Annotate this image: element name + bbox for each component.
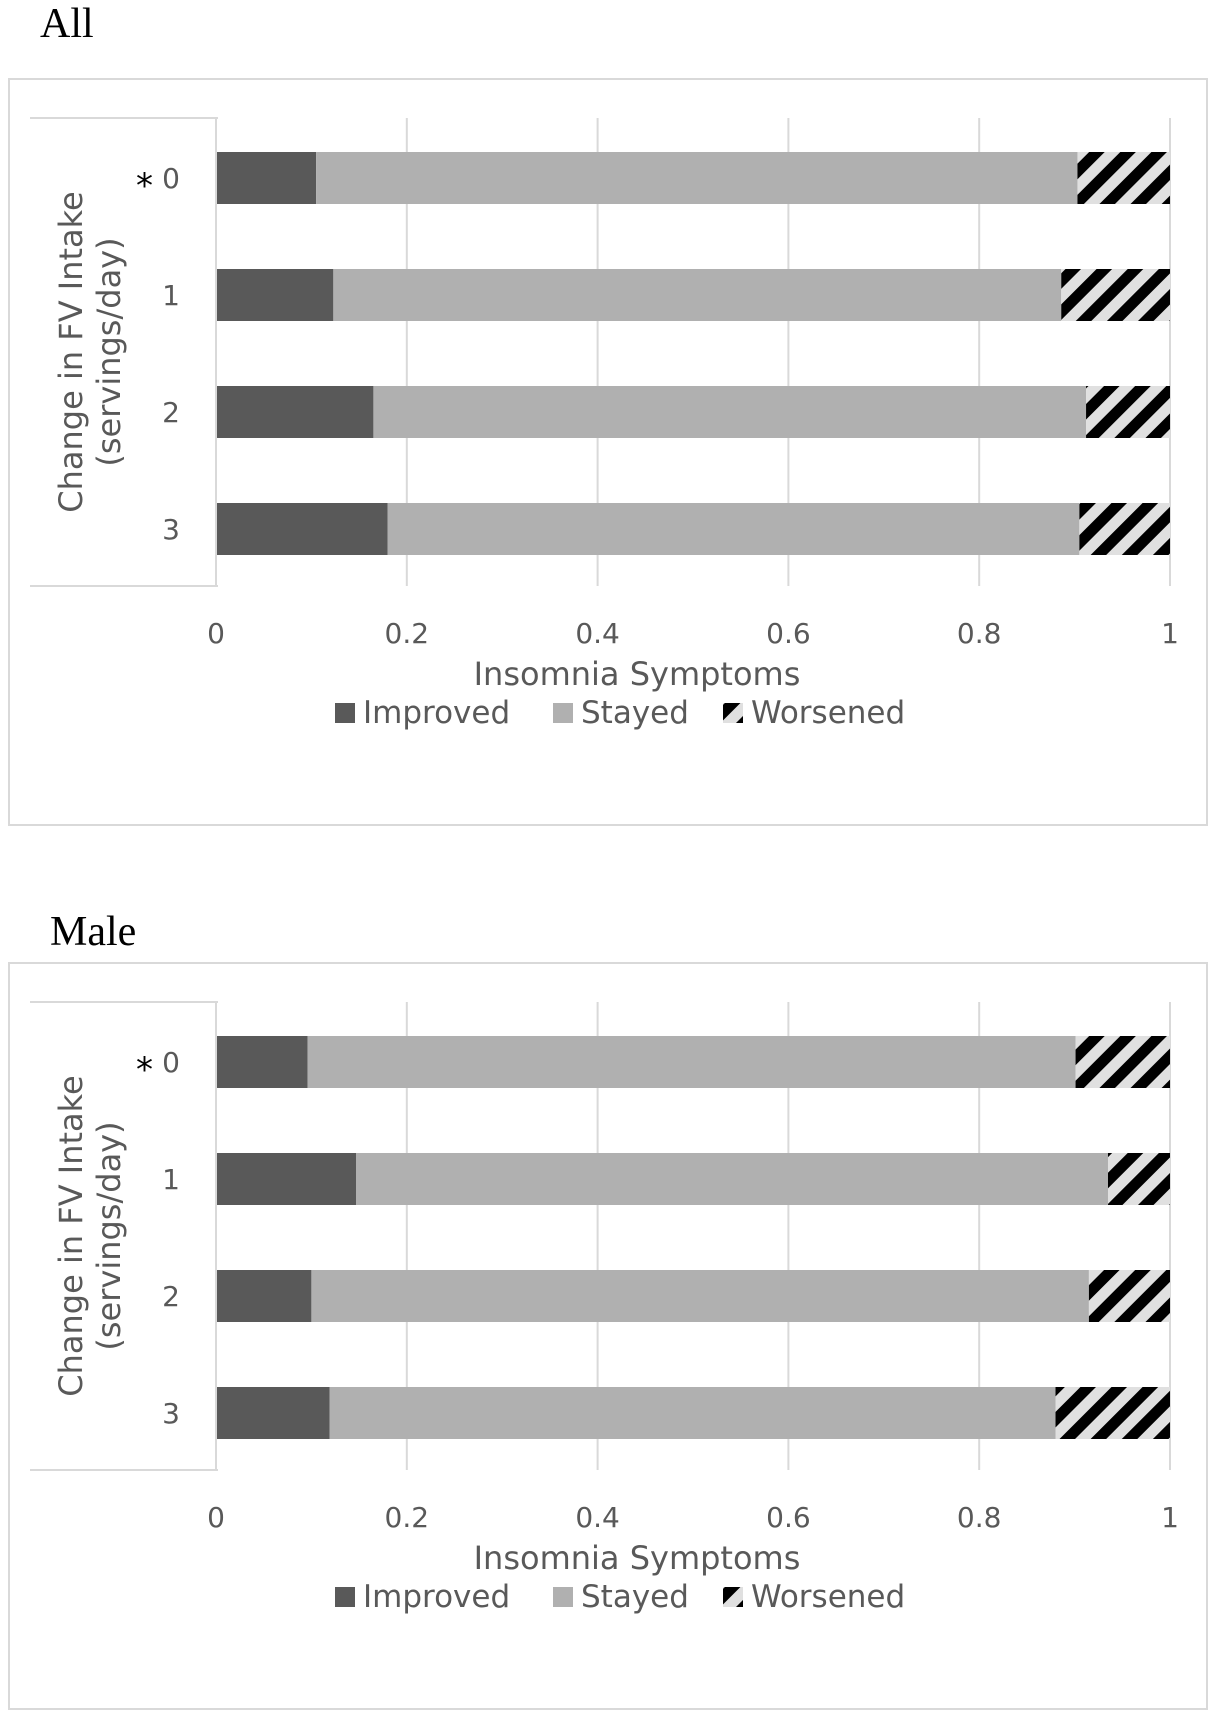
bar-improved-0 — [216, 1036, 308, 1088]
y-axis-title: Change in FV Intake(servings/day) — [52, 191, 128, 512]
chart-male: 0 0.2 0.4 0.6 0.8 1 0 * 1 2 3 Change in FV Intake(s… — [8, 962, 1208, 1710]
y-axis-title-line-2: (servings/day) — [90, 1121, 128, 1350]
bar-worsened-1 — [1061, 269, 1170, 321]
bar-stayed-0 — [316, 152, 1078, 204]
panel-title-male: Male — [50, 909, 137, 955]
bar-improved-0 — [216, 152, 317, 204]
bar-worsened-0 — [1075, 1036, 1170, 1088]
bar-stayed-1 — [333, 269, 1062, 321]
y-tick-label: 2 — [162, 1280, 180, 1313]
bar-worsened-1 — [1107, 1153, 1170, 1205]
bar-improved-3 — [216, 503, 388, 555]
bar-improved-3 — [216, 1387, 330, 1439]
legend-label-worsened: Worsened — [751, 1579, 905, 1615]
y-tick-label: 0 — [162, 162, 180, 195]
legend-swatch-worsened — [723, 1587, 743, 1607]
bar-improved-1 — [216, 1153, 357, 1205]
y-tick-label: 1 — [162, 279, 180, 312]
x-tick-label: 0.2 — [385, 617, 430, 650]
bar-worsened-0 — [1077, 152, 1170, 204]
y-tick-label: 2 — [162, 396, 180, 429]
x-tick-label: 1 — [1161, 617, 1179, 650]
significance-marker: * — [136, 166, 153, 206]
legend-swatch-improved — [335, 1587, 355, 1607]
bar-stayed-0 — [307, 1036, 1076, 1088]
x-tick-label: 0.8 — [957, 1501, 1002, 1534]
bar-stayed-2 — [373, 386, 1087, 438]
legend-label-stayed: Stayed — [581, 1579, 689, 1615]
y-tick-label: 3 — [162, 1397, 180, 1430]
legend-swatch-improved — [335, 703, 355, 723]
chart-all: 0 0.2 0.4 0.6 0.8 1 0 * 1 2 3 Change in FV Intake(s… — [8, 78, 1208, 826]
y-tick-label: 0 — [162, 1046, 180, 1079]
y-tick-label: 1 — [162, 1163, 180, 1196]
x-axis-title: Insomnia Symptoms — [474, 1539, 801, 1577]
chart-male-svg: 0 0.2 0.4 0.6 0.8 1 0 * 1 2 3 Change in FV Intake(s… — [30, 1001, 1179, 1615]
bar-worsened-3 — [1079, 503, 1170, 555]
x-tick-label: 0.2 — [385, 1501, 430, 1534]
bar-improved-1 — [216, 269, 334, 321]
y-axis-title-line-1: Change in FV Intake — [52, 1075, 90, 1396]
y-axis-title: Change in FV Intake(servings/day) — [52, 1075, 128, 1396]
legend-label-worsened: Worsened — [751, 695, 905, 731]
legend-label-improved: Improved — [363, 1579, 510, 1615]
bar-stayed-3 — [387, 503, 1080, 555]
legend-swatch-stayed — [553, 1587, 573, 1607]
x-tick-label: 0 — [207, 1501, 225, 1534]
chart-all-svg: 0 0.2 0.4 0.6 0.8 1 0 * 1 2 3 Change in FV Intake(s… — [30, 117, 1179, 731]
bar-stayed-2 — [311, 1270, 1089, 1322]
x-axis-title: Insomnia Symptoms — [474, 655, 801, 693]
panel-title-all: All — [40, 1, 94, 47]
bar-worsened-2 — [1088, 1270, 1170, 1322]
significance-marker: * — [136, 1050, 153, 1090]
legend-label-improved: Improved — [363, 695, 510, 731]
x-tick-label: 1 — [1161, 1501, 1179, 1534]
x-tick-label: 0.6 — [766, 617, 811, 650]
x-tick-label: 0 — [207, 617, 225, 650]
x-tick-label: 0.8 — [957, 617, 1002, 650]
y-axis-title-line-1: Change in FV Intake — [52, 191, 90, 512]
bar-stayed-3 — [329, 1387, 1056, 1439]
legend-swatch-worsened — [723, 703, 743, 723]
bar-improved-2 — [216, 1270, 312, 1322]
bar-stayed-1 — [356, 1153, 1108, 1205]
bar-worsened-2 — [1086, 386, 1170, 438]
y-axis-title-line-2: (servings/day) — [90, 237, 128, 466]
legend-label-stayed: Stayed — [581, 695, 689, 731]
bar-improved-2 — [216, 386, 374, 438]
legend-swatch-stayed — [553, 703, 573, 723]
x-tick-label: 0.4 — [575, 617, 620, 650]
x-tick-label: 0.4 — [575, 1501, 620, 1534]
y-tick-label: 3 — [162, 513, 180, 546]
bar-worsened-3 — [1055, 1387, 1170, 1439]
x-tick-label: 0.6 — [766, 1501, 811, 1534]
